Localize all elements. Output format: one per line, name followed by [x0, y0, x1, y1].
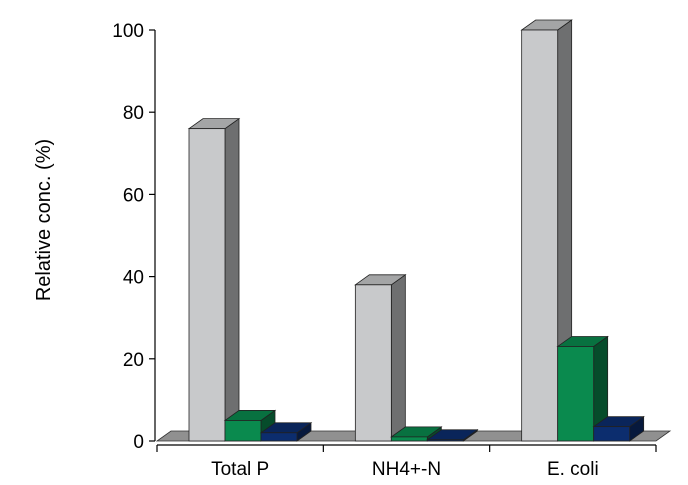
- bar: [259, 422, 313, 442]
- bar: [556, 335, 609, 442]
- y-axis-label: Relative conc. (%): [33, 139, 55, 301]
- x-tick-label: E. coli: [547, 459, 599, 480]
- y-tick-label: 100: [112, 21, 144, 42]
- y-tick-labels: 0 20 40 60 80 100: [112, 21, 144, 453]
- y-tick-label: 0: [133, 432, 144, 453]
- bar: [426, 428, 479, 442]
- x-tick-labels: Total P NH4+-N E. coli: [211, 459, 599, 480]
- bar: [354, 274, 407, 442]
- y-tick-label: 40: [123, 268, 144, 289]
- y-tick-label: 60: [123, 185, 144, 206]
- x-tick-label: Total P: [211, 459, 269, 480]
- bar: [187, 117, 241, 442]
- chart-axes: [149, 29, 657, 452]
- y-tick-label: 80: [123, 103, 144, 124]
- y-tick-label: 20: [123, 350, 144, 371]
- bar: [592, 415, 645, 442]
- bar: [520, 19, 573, 442]
- chart-bars: [187, 19, 645, 442]
- bar: [223, 409, 277, 442]
- x-tick-label: NH4+-N: [372, 459, 441, 480]
- bar: [390, 426, 443, 442]
